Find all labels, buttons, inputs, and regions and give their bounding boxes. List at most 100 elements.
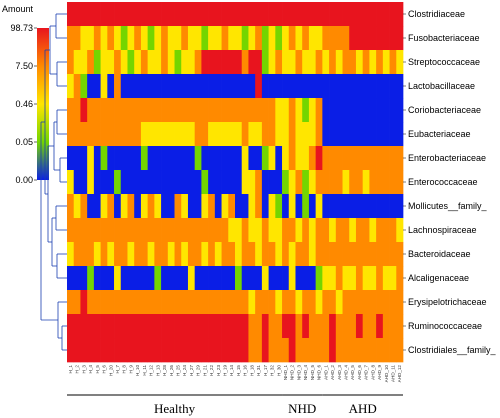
- heatmap-cell: [355, 2, 364, 27]
- heatmap-cell: [255, 50, 263, 75]
- heatmap-cell: [355, 218, 364, 243]
- heatmap-cell: [167, 26, 175, 51]
- heatmap-cell: [161, 218, 169, 243]
- heatmap-cell: [248, 74, 256, 99]
- heatmap-cell: [389, 290, 397, 315]
- heatmap-cell: [154, 170, 162, 195]
- heatmap-cell: [335, 290, 343, 315]
- heatmap-cell: [288, 314, 296, 339]
- heatmap-cell: [73, 314, 81, 339]
- column-label: H_12: [149, 365, 154, 376]
- heatmap-cell: [93, 194, 101, 219]
- heatmap-cell: [282, 26, 290, 51]
- heatmap-cell: [302, 290, 310, 315]
- heatmap-cell: [120, 50, 128, 75]
- heatmap-cell: [355, 338, 364, 363]
- heatmap-cell: [214, 74, 222, 99]
- heatmap-cell: [302, 98, 310, 123]
- heatmap-cell: [147, 290, 155, 315]
- heatmap-cell: [275, 146, 283, 171]
- heatmap-cell: [187, 74, 196, 99]
- heatmap-cell: [335, 242, 343, 267]
- heatmap-cell: [100, 314, 108, 339]
- heatmap-cell: [302, 338, 310, 363]
- heatmap-cell: [376, 218, 384, 243]
- row-label: Lachnospiraceae: [408, 225, 477, 235]
- heatmap-cell: [174, 50, 182, 75]
- heatmap-cell: [248, 242, 256, 267]
- heatmap-cell: [201, 194, 209, 219]
- row-label: Alcaligenaceae: [408, 273, 469, 283]
- heatmap-cell: [261, 74, 269, 99]
- row-label: Erysipelotrichaceae: [408, 297, 487, 307]
- heatmap-cell: [396, 194, 404, 219]
- heatmap-cell: [134, 338, 142, 363]
- heatmap-cell: [315, 266, 323, 291]
- heatmap-cell: [241, 2, 249, 27]
- heatmap-cell: [120, 146, 128, 171]
- heatmap-cell: [120, 98, 128, 123]
- heatmap-cell: [194, 314, 202, 339]
- heatmap-cell: [396, 338, 404, 363]
- heatmap-cell: [355, 146, 364, 171]
- heatmap-cell: [174, 74, 182, 99]
- heatmap-cell: [93, 290, 101, 315]
- heatmap-cell: [241, 74, 249, 99]
- group-labels: Healthy NHD AHD: [67, 394, 403, 416]
- heatmap-cell: [382, 26, 390, 51]
- heatmap-cell: [248, 194, 256, 219]
- heatmap-cell: [214, 242, 222, 267]
- heatmap-cell: [214, 266, 222, 291]
- heatmap-cell: [67, 242, 75, 267]
- heatmap-cell: [342, 2, 350, 27]
- heatmap-cell: [261, 194, 269, 219]
- heatmap-cell: [295, 26, 303, 51]
- heatmap-cell: [221, 122, 229, 147]
- column-label: H_11: [142, 365, 147, 376]
- heatmap-cell: [181, 122, 189, 147]
- heatmap-cell: [241, 290, 249, 315]
- heatmap-cell: [107, 98, 115, 123]
- heatmap-cell: [349, 314, 357, 339]
- column-label: H_6: [102, 365, 107, 374]
- heatmap-cell: [100, 338, 108, 363]
- heatmap-cell: [268, 218, 276, 243]
- heatmap-cell: [114, 314, 122, 339]
- heatmap-cell: [147, 194, 155, 219]
- heatmap-cell: [214, 146, 222, 171]
- heatmap-cell: [134, 218, 142, 243]
- heatmap-cell: [87, 314, 95, 339]
- heatmap-cell: [268, 26, 276, 51]
- heatmap-cell: [120, 26, 128, 51]
- heatmap-cell: [73, 50, 81, 75]
- heatmap-cell: [241, 170, 249, 195]
- heatmap-cell: [349, 170, 357, 195]
- heatmap-cell: [127, 338, 135, 363]
- heatmap-cell: [308, 242, 316, 267]
- legend-color-bar: [37, 28, 49, 180]
- heatmap-cell: [362, 338, 370, 363]
- heatmap-cell: [221, 146, 229, 171]
- heatmap-cell: [114, 170, 122, 195]
- heatmap-cell: [93, 170, 101, 195]
- row-label: Clostridiaceae: [408, 9, 465, 19]
- heatmap-cell: [228, 266, 236, 291]
- column-label: AHD_3: [337, 365, 342, 380]
- heatmap-cell: [140, 74, 148, 99]
- heatmap-cell: [376, 242, 384, 267]
- heatmap-cell: [120, 2, 128, 27]
- heatmap-cell: [147, 218, 155, 243]
- heatmap-cell: [214, 50, 222, 75]
- heatmap-cell: [282, 74, 290, 99]
- heatmap-cell: [127, 194, 135, 219]
- heatmap-cell: [302, 50, 310, 75]
- heatmap-cell: [134, 170, 142, 195]
- heatmap-cell: [167, 2, 175, 27]
- heatmap-cell: [167, 218, 175, 243]
- heatmap-cell: [107, 2, 115, 27]
- heatmap-cell: [335, 98, 343, 123]
- heatmap-cell: [369, 194, 377, 219]
- heatmap-cell: [349, 242, 357, 267]
- heatmap-cell: [235, 74, 243, 99]
- heatmap-cell: [248, 290, 256, 315]
